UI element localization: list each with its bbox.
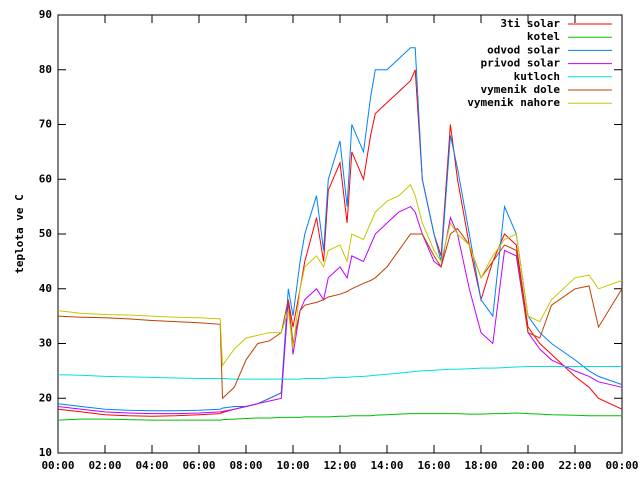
legend-label: privod solar — [481, 57, 561, 70]
y-tick-label: 90 — [39, 8, 52, 21]
series-line — [57, 227, 623, 400]
x-tick-label: 08:00 — [229, 459, 262, 472]
x-tick-label: 00:00 — [605, 459, 638, 472]
plot-frame — [57, 14, 623, 454]
y-tick-label: 70 — [39, 118, 52, 131]
y-tick-label: 80 — [39, 63, 52, 76]
y-tick-label: 30 — [39, 337, 52, 350]
series-line — [57, 183, 623, 367]
series-line — [57, 412, 622, 421]
x-tick-label: 04:00 — [135, 459, 168, 472]
legend-label: vymenik nahore — [467, 96, 560, 109]
y-tick-label: 10 — [39, 446, 52, 459]
legend-label: odvod solar — [487, 43, 560, 56]
legend-label: kotel — [527, 30, 560, 43]
x-tick-label: 10:00 — [276, 459, 309, 472]
x-tick-label: 06:00 — [182, 459, 215, 472]
series-line — [57, 205, 623, 415]
y-axis-label: teplota ve C — [13, 194, 26, 273]
x-tick-label: 02:00 — [88, 459, 121, 472]
x-tick-label: 22:00 — [558, 459, 591, 472]
x-tick-label: 14:00 — [370, 459, 403, 472]
x-tick-label: 00:00 — [41, 459, 74, 472]
x-tick-label: 18:00 — [464, 459, 497, 472]
y-tick-label: 20 — [39, 391, 52, 404]
x-tick-label: 16:00 — [417, 459, 450, 472]
legend-label: 3ti solar — [500, 17, 560, 30]
legend-label: kutloch — [514, 70, 560, 83]
x-tick-label: 20:00 — [511, 459, 544, 472]
legend-label: vymenik dole — [481, 83, 561, 96]
x-tick-label: 12:00 — [323, 459, 356, 472]
y-tick-label: 60 — [39, 172, 52, 185]
series-line — [57, 69, 623, 417]
y-tick-label: 40 — [39, 282, 52, 295]
y-tick-label: 50 — [39, 227, 52, 240]
series-line — [57, 47, 623, 412]
series-line — [57, 366, 622, 380]
